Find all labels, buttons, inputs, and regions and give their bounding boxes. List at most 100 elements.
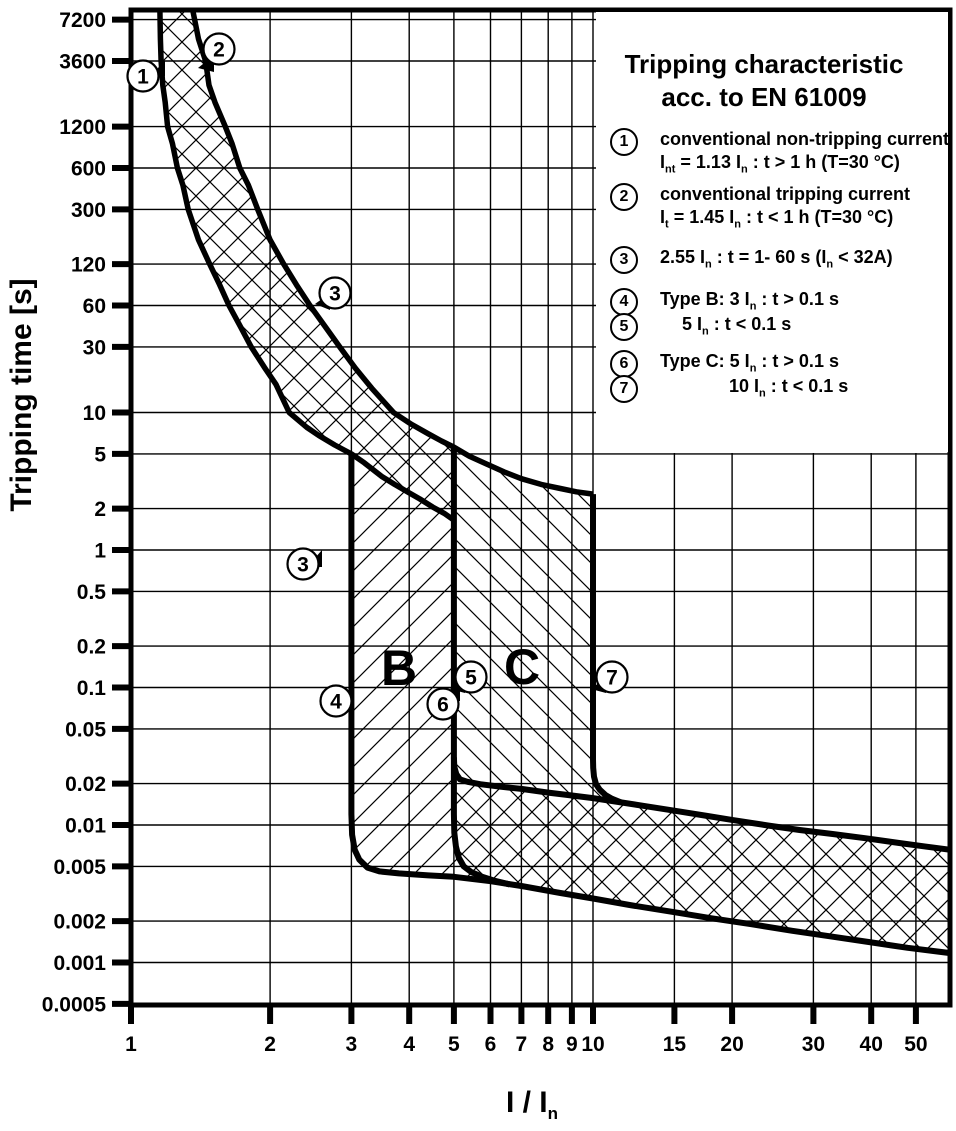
marker-number-2: 2 <box>213 39 225 62</box>
x-tick-label-15: 15 <box>663 1033 687 1056</box>
text-segment: I / I <box>505 1086 548 1119</box>
legend-item-6: Type C: 5 In : t > 0.1 s <box>660 350 839 375</box>
text-segment: 2.55 I <box>660 247 706 267</box>
marker-circle-4 <box>319 684 353 718</box>
y-tick-label-5: 5 <box>94 443 106 466</box>
annotations: B C 1 2 3 3 4 56 7 <box>126 32 629 721</box>
x-tick-label-2: 2 <box>264 1033 276 1056</box>
marker-circle-7 <box>595 660 629 694</box>
subscript: n <box>702 325 709 338</box>
marker-number-7: 7 <box>606 667 618 690</box>
marker-number-3: 3 <box>329 283 341 306</box>
text-segment: : t < 1 h (T=30 °C) <box>740 207 894 227</box>
legend-item-number-3: 3 <box>610 246 638 274</box>
chart-title-line2: acc. to EN 61009 <box>661 82 867 112</box>
y-tick-label-10: 10 <box>83 402 106 425</box>
marker-circle-6 <box>426 687 460 721</box>
subscript: n <box>826 258 834 271</box>
y-tick-label-2: 2 <box>94 498 106 521</box>
legend-item-line: 10 In : t < 0.1 s <box>729 375 849 400</box>
chart-title-line1: Tripping characteristic <box>624 49 904 79</box>
marker-circle-3 <box>318 276 352 310</box>
text-segment: conventional tripping current <box>660 184 911 204</box>
y-tick-label-0.1: 0.1 <box>77 677 107 700</box>
legend-item-line: It = 1.45 In : t < 1 h (T=30 °C) <box>660 206 910 231</box>
text-segment: : t > 0.1 s <box>756 351 839 371</box>
legend-item-3: 2.55 In : t = 1- 60 s (In < 32A) <box>660 246 893 271</box>
y-tick-label-0.05: 0.05 <box>65 718 106 741</box>
y-tick-label-0.01: 0.01 <box>65 815 106 838</box>
subscript: n <box>547 1104 559 1123</box>
subscript: n <box>749 300 757 313</box>
y-tick-label-0.002: 0.002 <box>53 911 106 934</box>
subscript: t <box>665 218 669 231</box>
zone-label-B: B <box>381 640 417 696</box>
y-axis-title: Tripping time [s] <box>5 278 38 512</box>
x-tick-label-50: 50 <box>904 1033 927 1056</box>
y-tick-label-0.001: 0.001 <box>53 952 106 975</box>
x-tick-label-10: 10 <box>581 1033 604 1056</box>
text-segment: 10 I <box>729 376 760 396</box>
y-tick-label-60: 60 <box>83 295 106 318</box>
legend-item-4: Type B: 3 In : t > 0.1 s <box>660 288 839 313</box>
x-tick-label-30: 30 <box>802 1033 825 1056</box>
subscript: n <box>734 218 741 231</box>
legend-item-2: conventional tripping current It = 1.45 I… <box>660 183 911 231</box>
characteristic-curves <box>157 10 950 957</box>
y-tick-label-0.005: 0.005 <box>53 856 106 879</box>
legend-item-5: 5 In : t < 0.1 s <box>682 313 791 338</box>
axis-tick-labels: 7200360012006003001206030105210.50.20.10… <box>42 9 928 1056</box>
y-tick-label-0.0005: 0.0005 <box>42 993 107 1016</box>
legend-item-line: conventional non-tripping current <box>660 128 949 151</box>
y-tick-label-300: 300 <box>71 199 106 222</box>
legend-item-1: conventional non-tripping current Int = 1… <box>660 128 949 176</box>
marker-circle-1 <box>126 59 160 93</box>
text-segment: : t < 0.1 s <box>765 376 849 396</box>
x-tick-label-20: 20 <box>720 1033 743 1056</box>
hatched-regions <box>159 10 950 954</box>
legend-item-number-6: 6 <box>610 350 638 378</box>
marker-number-3: 3 <box>297 554 309 577</box>
text-segment: Type B: 3 I <box>660 289 750 309</box>
y-tick-label-3600: 3600 <box>59 51 106 74</box>
curve-conventional-tripping-curve-2 <box>190 10 594 497</box>
curve-type-c-lower-boundary-5in <box>450 447 511 888</box>
y-tick-label-600: 600 <box>71 158 106 181</box>
marker-number-5: 5 <box>465 667 477 690</box>
x-tick-label-7: 7 <box>516 1033 528 1056</box>
subscript: n <box>759 387 766 400</box>
region-type-c-zone <box>453 447 621 803</box>
text-segment: = 1.45 I <box>668 207 735 227</box>
x-tick-label-9: 9 <box>566 1033 578 1056</box>
x-tick-label-5: 5 <box>448 1033 460 1056</box>
marker-number-1: 1 <box>137 66 149 89</box>
legend-item-number-7: 7 <box>610 375 638 403</box>
text-segment: < 32A) <box>833 247 893 267</box>
legend-item-number-5: 5 <box>610 313 638 341</box>
y-tick-label-7200: 7200 <box>59 9 106 32</box>
marker-number-6: 6 <box>437 694 449 717</box>
text-segment: I <box>660 207 666 227</box>
x-tick-label-8: 8 <box>542 1033 554 1056</box>
subscript: n <box>740 163 748 176</box>
legend-item-7: 10 In : t < 0.1 s <box>729 375 849 400</box>
legend-item-line: Type C: 5 In : t > 0.1 s <box>660 350 839 375</box>
subscript: n <box>749 362 757 375</box>
x-tick-label-6: 6 <box>485 1033 497 1056</box>
y-tick-label-30: 30 <box>83 336 106 359</box>
text-segment: conventional non-tripping current <box>660 129 949 149</box>
curve-type-c-upper-boundary-10in <box>590 494 623 806</box>
legend-item-line: 2.55 In : t = 1- 60 s (In < 32A) <box>660 246 893 271</box>
region-thermal-tripping-band <box>159 10 454 521</box>
x-tick-label-1: 1 <box>125 1033 137 1056</box>
marker-circle-5 <box>454 660 488 694</box>
y-tick-label-1200: 1200 <box>59 116 106 139</box>
x-tick-label-4: 4 <box>403 1033 415 1056</box>
legend-item-line: Int = 1.13 In : t > 1 h (T=30 °C) <box>660 151 949 176</box>
subscript: n <box>705 258 712 271</box>
legend-item-number-1: 1 <box>610 128 638 156</box>
text-segment: 5 I <box>682 314 703 334</box>
text-segment: = 1.13 I <box>675 152 741 172</box>
legend-item-line: Type B: 3 In : t > 0.1 s <box>660 288 839 313</box>
